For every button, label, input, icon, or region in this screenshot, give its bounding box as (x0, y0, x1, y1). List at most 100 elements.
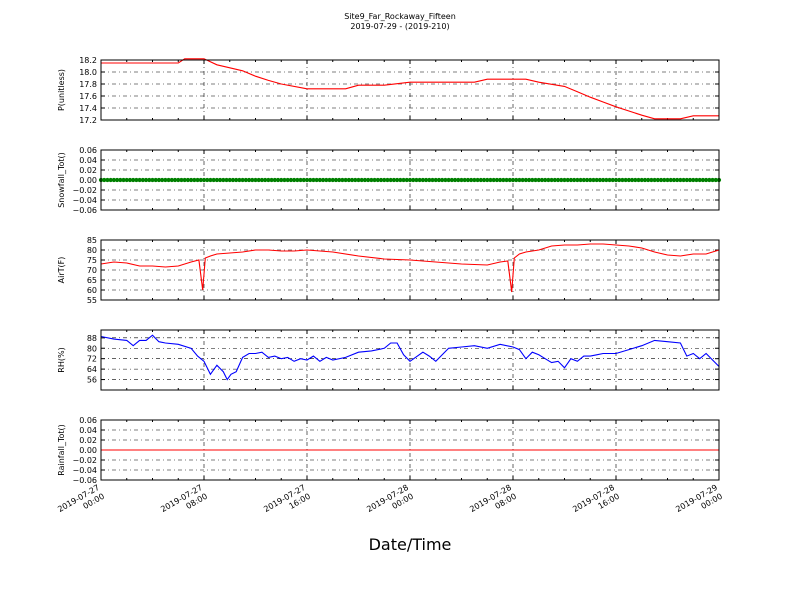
series-point (629, 177, 635, 183)
series-point (510, 177, 516, 183)
series-point (601, 177, 606, 183)
series-point (201, 177, 207, 183)
series-point (324, 177, 329, 183)
y-tick-label: −0.06 (72, 476, 97, 485)
series-point (414, 177, 419, 183)
series-point (555, 177, 561, 183)
chart-subtitle: 2019-07-29 - (2019-210) (350, 22, 449, 31)
series-point (385, 177, 390, 183)
series-point (240, 177, 245, 183)
series-point (227, 177, 232, 183)
series-point (485, 177, 490, 183)
axes-frame (100, 59, 720, 121)
series-point (398, 177, 403, 183)
series-point (536, 177, 541, 183)
y-tick-label: 0.04 (79, 426, 97, 435)
y-axis-label: AirT(F) (57, 257, 66, 284)
series-point (694, 177, 699, 183)
series-point (559, 177, 564, 183)
series-point (520, 177, 525, 183)
series-point (230, 177, 236, 183)
series-point (259, 177, 265, 183)
series-point (382, 177, 387, 183)
y-tick-label: 60 (87, 286, 97, 295)
series-point (465, 177, 471, 183)
y-tick-label: 75 (87, 256, 97, 265)
series-point (211, 177, 216, 183)
series-point (221, 177, 226, 183)
series-point (543, 177, 548, 183)
series-point (620, 177, 625, 183)
series-point (169, 177, 174, 183)
series-point (417, 177, 422, 183)
y-tick-label: 17.4 (79, 104, 97, 113)
series-point (491, 177, 496, 183)
series-point (642, 177, 648, 183)
series-point (501, 177, 506, 183)
series-line (100, 334, 720, 381)
series-point (166, 177, 171, 183)
series-point (308, 177, 313, 183)
series-point (588, 177, 593, 183)
series-point (330, 177, 335, 183)
series-point (111, 177, 116, 183)
y-tick-label: 0.06 (79, 416, 97, 425)
series-point (456, 177, 461, 183)
series-point (102, 177, 107, 183)
axes-frame (100, 419, 720, 481)
series-point (430, 177, 435, 183)
y-tick-label: 80 (87, 246, 97, 255)
subplot-5: 0.060.040.020.00−0.02−0.04−0.06 Rainfall_… (57, 416, 720, 485)
series-point (423, 177, 429, 183)
series-point (713, 177, 718, 183)
series-point (655, 177, 660, 183)
series-point (681, 177, 686, 183)
series-point (517, 177, 522, 183)
series-point (243, 177, 248, 183)
series-point (214, 177, 219, 183)
y-tick-label: 0.02 (79, 166, 97, 175)
series-point (462, 177, 467, 183)
subplot-2: 0.060.040.020.00−0.02−0.04−0.06 Snowfall_… (57, 146, 722, 215)
series-point (127, 177, 133, 183)
y-tick-label: −0.02 (72, 456, 97, 465)
series-point (114, 177, 120, 183)
axes-frame (100, 149, 720, 211)
series-point (224, 177, 229, 183)
series-point (436, 177, 442, 183)
series-point (372, 177, 377, 183)
series-point (366, 177, 371, 183)
y-axis-label: RH(%) (57, 347, 66, 372)
series-point (263, 177, 268, 183)
y-tick-label: 64 (87, 365, 97, 374)
series-point (581, 177, 586, 183)
series-point (407, 177, 413, 183)
y-tick-label: 18.0 (79, 68, 97, 77)
series-point (433, 177, 438, 183)
series-point (578, 177, 583, 183)
series-point (626, 177, 631, 183)
series-point (488, 177, 493, 183)
series-point (565, 177, 570, 183)
series-point (572, 177, 577, 183)
y-tick-label: 55 (87, 296, 97, 305)
series-line (100, 243, 720, 293)
series-point (195, 177, 200, 183)
series-point (140, 177, 145, 183)
series-point (320, 177, 326, 183)
series-point (675, 177, 680, 183)
series-point (411, 177, 416, 183)
y-axis-label: Snowfall_Tot() (57, 152, 66, 208)
y-tick-label: −0.04 (72, 466, 97, 475)
series-point (401, 177, 406, 183)
series-point (452, 177, 458, 183)
series-point (356, 177, 361, 183)
series-point (134, 177, 139, 183)
series-point (253, 177, 258, 183)
y-tick-label: 80 (87, 344, 97, 353)
series-point (314, 177, 319, 183)
series-point (684, 177, 689, 183)
